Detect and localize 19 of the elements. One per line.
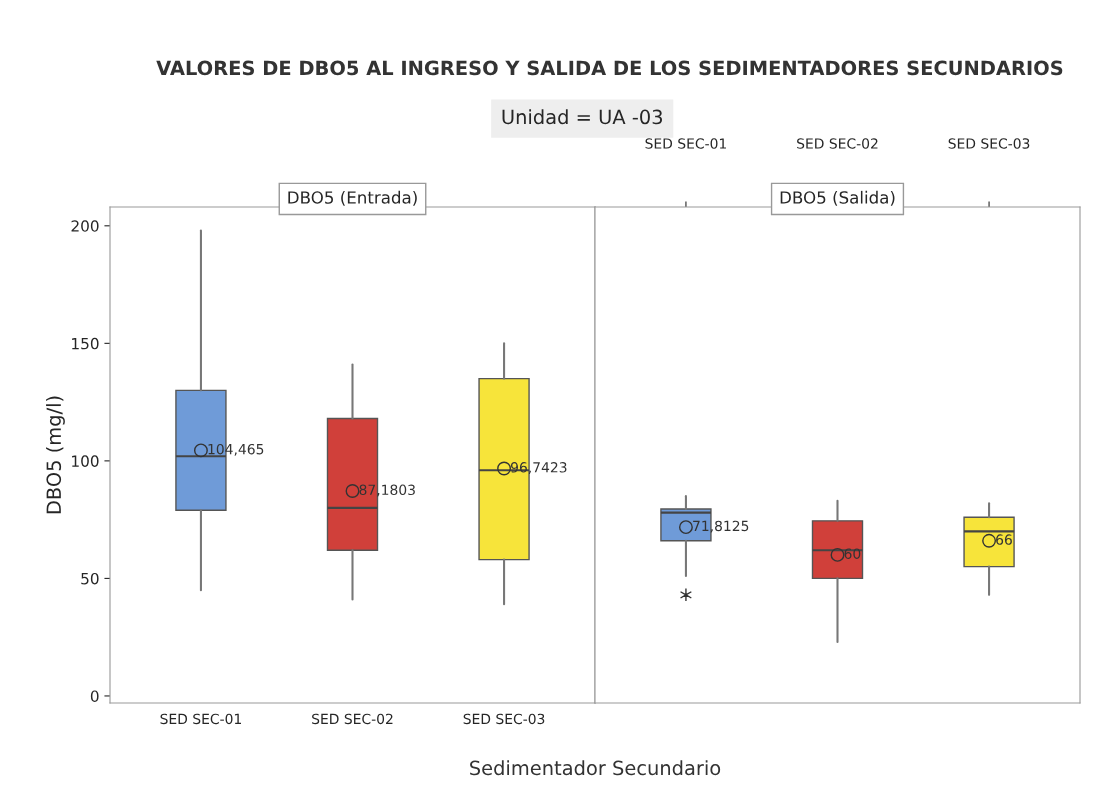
y-tick-label: 100 bbox=[72, 455, 99, 467]
x-tick-label: SED SEC-02 bbox=[797, 138, 878, 149]
y-axis-title: DBO5 (mg/l) bbox=[46, 396, 65, 514]
x-tick-label: SED SEC-01 bbox=[160, 713, 241, 725]
y-tick-label: 50 bbox=[81, 572, 99, 585]
y-tick-label: 150 bbox=[72, 337, 99, 350]
x-axis-title: Sedimentador Secundario bbox=[470, 760, 721, 776]
chart-title: VALORES DE DBO5 AL INGRESO Y SALIDA DE LOS SEDIMENTADORES SECUNDARIOS bbox=[156, 60, 1063, 76]
x-tick-label: SED SEC-02 bbox=[312, 713, 393, 725]
x-tick-label: SED SEC-01 bbox=[645, 138, 726, 149]
y-tick-label: 0 bbox=[90, 690, 99, 702]
chart-subtitle: Unidad = UA -03 bbox=[502, 109, 663, 125]
text: DBO5 (Entrada) bbox=[288, 190, 417, 206]
x-tick-label: SED SEC-03 bbox=[948, 138, 1030, 149]
x-tick-label: SED SEC-03 bbox=[463, 713, 545, 725]
y-tick-label: 200 bbox=[71, 220, 99, 232]
text: DBO5 (Salida) bbox=[780, 190, 895, 206]
text: 66 bbox=[996, 534, 1012, 545]
text: 60 bbox=[844, 548, 861, 559]
